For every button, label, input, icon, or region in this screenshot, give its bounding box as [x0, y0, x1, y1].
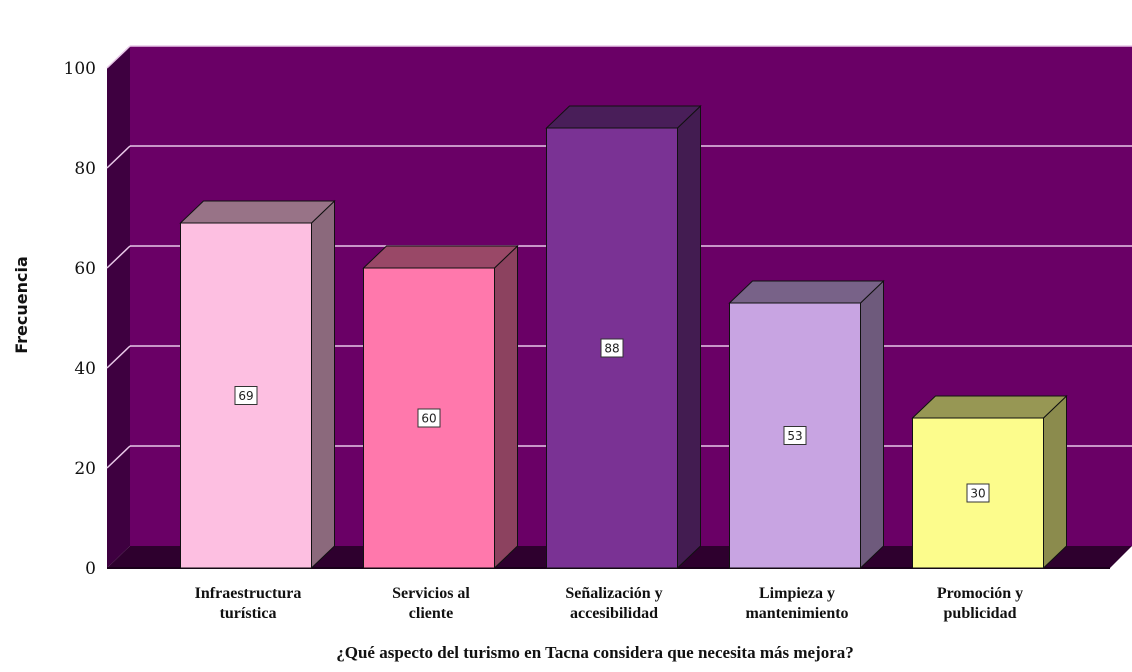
y-tick-labels: 0 20 40 60 80 100: [64, 59, 96, 579]
bar: 60: [362, 244, 519, 570]
data-label: 53: [787, 429, 802, 443]
data-label: 88: [604, 342, 619, 356]
x-category-labels: Infraestructura turística Servicios al clie…: [195, 585, 1024, 622]
gridline-side: [106, 145, 131, 169]
x-axis-title: ¿Qué aspecto del turismo en Tacna consid…: [336, 643, 854, 662]
data-label-box: [234, 386, 258, 405]
bar: 53: [728, 279, 885, 570]
bar-top: [362, 245, 519, 269]
data-label: 30: [970, 487, 985, 501]
bar: 88: [545, 104, 702, 570]
data-label-box: [600, 338, 624, 358]
y-tick-label: 40: [74, 359, 96, 379]
y-tick-label: 80: [74, 159, 96, 179]
gridline-side: [106, 245, 131, 269]
bars: 69 60 88 53 30: [179, 104, 1068, 570]
x-category-label: accesibilidad: [570, 605, 658, 622]
bar-top: [728, 280, 885, 304]
data-label-box: [966, 483, 990, 503]
side-wall: [107, 46, 130, 568]
bar-top: [545, 105, 702, 129]
gridline-side: [106, 345, 131, 369]
y-tick-label: 20: [74, 459, 96, 479]
gridline-side: [106, 445, 131, 469]
y-tick-label: 0: [85, 559, 96, 579]
x-category-label: Servicios al: [392, 585, 470, 602]
data-label-box: [783, 426, 807, 445]
y-tick-label: 100: [64, 59, 96, 79]
x-category-label: Limpieza y: [759, 585, 835, 602]
x-category-label: Infraestructura: [195, 585, 302, 602]
bar-side: [860, 279, 884, 570]
bar-side: [494, 244, 518, 570]
x-category-label: Promoción y: [937, 585, 1023, 602]
x-category-label: publicidad: [944, 605, 1017, 622]
gridline-side: [106, 45, 131, 69]
bar: 30: [911, 394, 1068, 570]
x-category-label: mantenimiento: [745, 605, 848, 622]
bar-top: [911, 395, 1068, 419]
y-axis-title: Frecuencia: [12, 256, 31, 354]
x-category-label: Señalización y: [565, 585, 662, 602]
x-category-label: turística: [220, 605, 277, 622]
bar: 69: [179, 199, 336, 570]
bar-side: [1043, 394, 1067, 570]
data-label: 69: [238, 389, 253, 403]
bar-top: [179, 200, 336, 224]
data-label: 60: [421, 412, 436, 426]
bar-side: [311, 199, 335, 570]
bar-side: [677, 104, 701, 570]
data-label-box: [417, 408, 441, 428]
x-category-label: cliente: [409, 605, 453, 622]
y-tick-label: 60: [74, 259, 96, 279]
